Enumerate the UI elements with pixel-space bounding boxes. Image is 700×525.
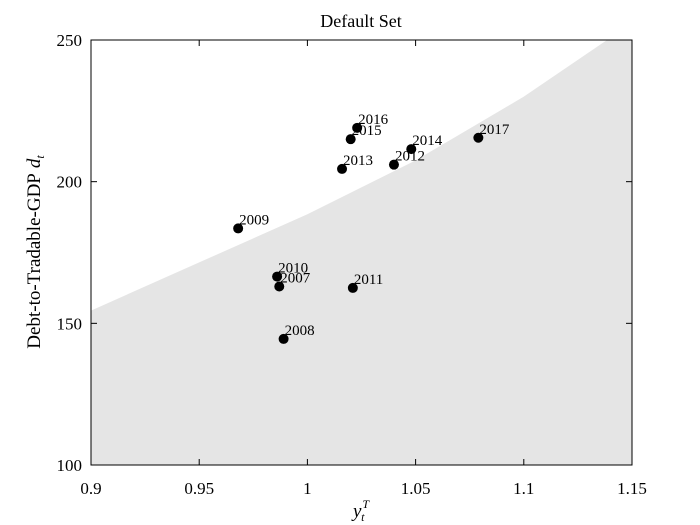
y-axis-label-variable: d — [24, 158, 45, 168]
x-tick-label: 0.9 — [80, 479, 101, 498]
y-tick-label: 150 — [57, 314, 83, 333]
x-tick-label: 1.15 — [617, 479, 647, 498]
x-tick-label: 1.05 — [401, 479, 431, 498]
plot-frame — [90, 39, 633, 466]
y-axis-label-text: Debt-to-Tradable-GDP — [24, 173, 45, 349]
data-point-2016 — [352, 122, 363, 133]
data-point-2007 — [274, 281, 285, 292]
data-point-2010 — [272, 271, 283, 282]
y-tick-label: 250 — [57, 31, 83, 50]
point-layer: 2007200820092010201120122013201420152016… — [233, 112, 510, 344]
data-label-2017: 2017 — [479, 122, 510, 138]
data-label-2009: 2009 — [239, 212, 269, 228]
data-label-2010: 2010 — [278, 261, 308, 277]
x-tick-label: 0.95 — [184, 479, 214, 498]
data-label-2008: 2008 — [285, 323, 315, 339]
data-point-2013 — [337, 163, 348, 174]
y-tick-label: 200 — [57, 173, 83, 192]
y-axis-label-subscript: t — [33, 155, 47, 159]
x-axis-label: yT t — [351, 497, 370, 524]
x-tick-label: 1.1 — [513, 479, 534, 498]
y-axis-label: Debt-to-Tradable-GDP dt — [24, 155, 47, 349]
data-label-2011: 2011 — [354, 272, 383, 288]
chart-title: Default Set — [320, 11, 401, 31]
data-point-2009 — [233, 223, 244, 234]
data-point-2015 — [345, 134, 356, 145]
x-tick-label: 1 — [303, 479, 312, 498]
default-set-region — [91, 40, 632, 465]
data-label-2013: 2013 — [343, 153, 373, 169]
x-axis-label-base: y — [351, 501, 362, 522]
x-axis-label-superscript: T — [362, 497, 370, 511]
data-point-2011 — [347, 282, 358, 293]
y-tick-label: 100 — [57, 456, 83, 475]
data-label-2012: 2012 — [395, 149, 425, 165]
default-set-region-layer — [91, 40, 632, 465]
data-label-2014: 2014 — [412, 133, 443, 149]
tick-layer: 0.9 0.95 1 1.05 1.1 1.15 100 150 200 250 — [57, 31, 647, 498]
data-point-2008 — [278, 333, 289, 344]
data-point-2012 — [388, 159, 399, 170]
data-label-2016: 2016 — [358, 112, 389, 128]
data-label-2007: 2007 — [280, 271, 311, 287]
data-point-2017 — [473, 132, 484, 143]
x-axis-label-subscript: t — [361, 510, 365, 524]
data-point-2014 — [406, 144, 417, 155]
